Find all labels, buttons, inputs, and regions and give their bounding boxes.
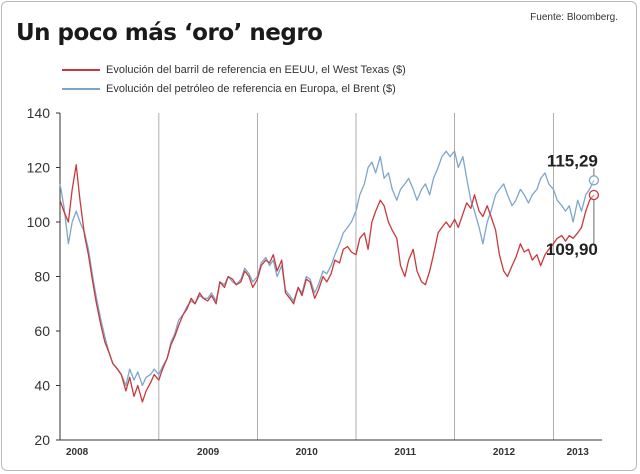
x-tick-label-2008: 2008 xyxy=(66,447,89,458)
x-tick-label-2011: 2011 xyxy=(394,447,416,458)
y-tick-label-140: 140 xyxy=(27,105,51,121)
series-line-wti xyxy=(59,164,595,403)
x-tick-label-2012: 2012 xyxy=(493,447,516,458)
legend-swatch-wti xyxy=(62,68,100,71)
y-tick-label-100: 100 xyxy=(27,214,51,230)
y-tick-label-20: 20 xyxy=(34,432,50,448)
legend-label-wti: Evolución del barril de referencia en EE… xyxy=(106,63,406,76)
series-line-brent xyxy=(59,150,595,387)
annotation-label-wti: 109,90 xyxy=(546,240,598,259)
legend-swatch-brent xyxy=(62,87,100,90)
legend-label-brent: Evolución del petróleo de referencia en … xyxy=(106,82,396,95)
end-marker-wti xyxy=(588,189,600,201)
y-tick-label-120: 120 xyxy=(27,160,51,176)
end-marker-brent xyxy=(588,175,600,186)
chart-title: Un poco más ‘oro’ negro xyxy=(16,20,323,46)
x-tick-label-2013: 2013 xyxy=(567,447,590,458)
annotation-label-brent: 115,29 xyxy=(547,151,598,170)
y-tick-label-40: 40 xyxy=(34,378,50,394)
source-note: Fuente: Bloomberg. xyxy=(530,12,618,23)
legend: Evolución del barril de referencia en EE… xyxy=(62,60,406,98)
y-tick-label-60: 60 xyxy=(34,323,50,339)
legend-item-wti: Evolución del barril de referencia en EE… xyxy=(62,60,406,79)
legend-item-brent: Evolución del petróleo de referencia en … xyxy=(62,79,406,98)
x-tick-label-2010: 2010 xyxy=(296,447,319,458)
y-tick-label-80: 80 xyxy=(34,269,50,285)
x-tick-label-2009: 2009 xyxy=(197,447,220,458)
